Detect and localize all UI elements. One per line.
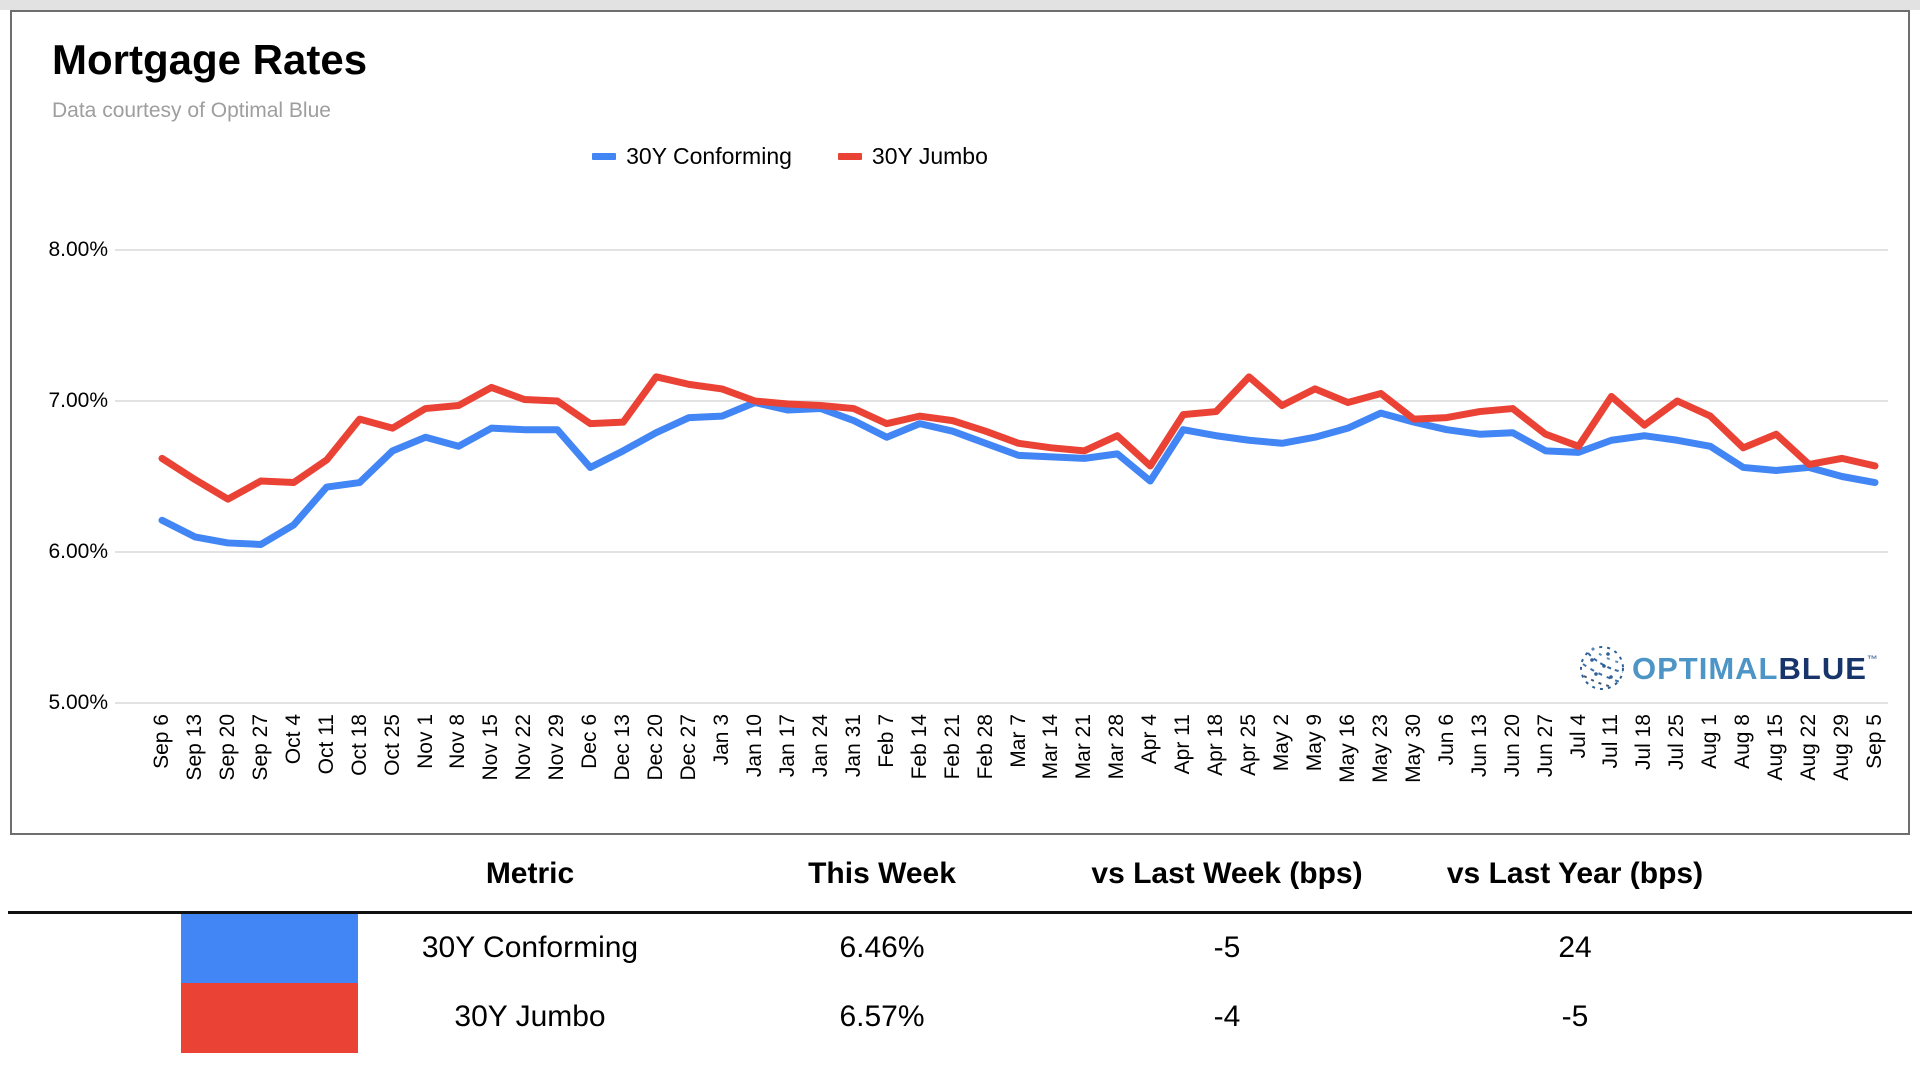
x-axis-tick-label: Apr 25: [1237, 714, 1261, 776]
x-axis-tick-label: Jun 20: [1500, 714, 1524, 778]
x-axis-tick-label: Jul 11: [1599, 714, 1623, 769]
page-title: Mortgage Rates: [52, 36, 368, 83]
x-axis-tick-label: Mar 28: [1105, 714, 1129, 780]
optimal-blue-logo: OPTIMALBLUE™: [1578, 644, 1879, 692]
x-axis-tick-label: Nov 29: [545, 714, 569, 781]
x-axis-tick-label: Oct 25: [380, 714, 404, 776]
y-axis-tick-label: 8.00%: [48, 238, 108, 261]
x-axis-tick-label: Jul 18: [1632, 714, 1656, 771]
x-axis-tick-label: Oct 11: [314, 714, 338, 775]
x-axis-tick-label: May 23: [1368, 714, 1392, 783]
table-row-conforming-vs-last-year: 24: [1558, 931, 1592, 964]
x-axis-tick-label: Mar 7: [1006, 714, 1030, 768]
logo-blue-text: BLUE: [1778, 650, 1867, 686]
x-axis-tick-label: Jun 6: [1434, 714, 1458, 766]
legend-item-conforming: 30Y Conforming: [592, 143, 792, 170]
x-axis-tick-label: Aug 15: [1764, 714, 1788, 781]
jumbo-line-swatch-icon: [837, 153, 862, 160]
x-axis-tick-label: Nov 22: [512, 714, 536, 781]
x-axis-tick-label: May 2: [1270, 714, 1294, 772]
series-line-30y-conforming: [158, 399, 1879, 548]
x-axis-tick-label: Jun 27: [1533, 714, 1557, 778]
table-row-conforming-vs-last-week: -5: [1213, 931, 1241, 964]
optimal-blue-wordmark: OPTIMALBLUE™: [1632, 653, 1879, 684]
x-axis-tick-label: Jul 4: [1566, 714, 1590, 759]
x-axis-tick-label: Aug 8: [1731, 714, 1755, 769]
x-axis-tick-label: Feb 7: [874, 714, 898, 768]
x-axis-tick-label: Nov 15: [479, 714, 503, 781]
table-header-this-week: This Week: [808, 857, 956, 890]
legend-label-conforming: 30Y Conforming: [626, 143, 792, 169]
x-axis-tick-label: Sep 13: [182, 714, 206, 781]
x-axis-tick-label: Mar 14: [1039, 714, 1063, 780]
x-axis-tick-label: Jan 24: [808, 714, 832, 778]
x-axis-tick-label: Jul 25: [1665, 714, 1689, 771]
optimal-blue-globe-icon: [1580, 646, 1624, 690]
x-axis-tick-label: Dec 27: [677, 714, 701, 781]
x-axis-tick-label: May 16: [1335, 714, 1359, 783]
x-axis-tick-label: Jan 17: [775, 714, 799, 778]
y-axis-tick-label: 6.00%: [48, 540, 108, 563]
conforming-color-swatch: [181, 914, 358, 983]
x-axis-tick-label: Oct 4: [281, 714, 305, 765]
legend-item-jumbo: 30Y Jumbo: [837, 143, 988, 170]
logo-optimal-text: OPTIMAL: [1632, 650, 1779, 686]
x-axis-tick-label: Oct 18: [347, 714, 371, 776]
x-axis-tick-label: Mar 21: [1072, 714, 1096, 780]
table-row-jumbo-vs-last-week: -4: [1213, 1000, 1241, 1033]
x-axis-tick-label: Feb 28: [973, 714, 997, 780]
x-axis-tick-label: Aug 22: [1797, 714, 1821, 781]
series-line-30y-jumbo: [158, 373, 1879, 503]
x-axis-tick-label: Jun 13: [1467, 714, 1491, 778]
x-axis-tick-label: Dec 20: [644, 714, 668, 781]
table-divider-line: [8, 911, 1912, 914]
table-row-conforming-this-week: 6.46%: [839, 931, 925, 964]
x-axis-tick-label: Apr 18: [1204, 714, 1228, 776]
x-axis-tick-label: Feb 14: [907, 714, 931, 780]
x-axis-tick-label: Nov 8: [446, 714, 470, 769]
x-axis-tick-label: Jan 3: [710, 714, 734, 766]
y-axis-tick-label: 5.00%: [48, 691, 108, 714]
x-axis-tick-label: Jan 31: [841, 714, 865, 778]
x-axis-tick-label: Aug 29: [1830, 714, 1854, 781]
x-axis-tick-label: Apr 11: [1171, 714, 1195, 775]
x-axis-tick-label: Dec 6: [578, 714, 602, 769]
page-subtitle: Data courtesy of Optimal Blue: [52, 99, 331, 122]
chart-legend: 30Y Conforming 30Y Jumbo: [0, 143, 1580, 170]
x-axis-tick-label: Sep 20: [215, 714, 239, 781]
legend-label-jumbo: 30Y Jumbo: [871, 143, 988, 169]
y-axis-tick-label: 7.00%: [48, 389, 108, 412]
x-axis-tick-label: Sep 5: [1863, 714, 1886, 769]
table-header-metric: Metric: [485, 857, 575, 890]
table-row-jumbo-metric: 30Y Jumbo: [454, 1000, 606, 1033]
x-axis-tick-label: Feb 21: [940, 714, 964, 780]
x-axis-tick-label: Dec 13: [611, 714, 635, 781]
window-top-edge: [0, 0, 1920, 10]
x-axis-tick-label: Jan 10: [742, 714, 766, 778]
x-axis-tick-label: Apr 4: [1138, 714, 1162, 765]
table-row-conforming-metric: 30Y Conforming: [421, 931, 639, 964]
table-row-jumbo-vs-last-year: -5: [1561, 1000, 1589, 1033]
table-header-vs-last-year: vs Last Year (bps): [1446, 857, 1704, 890]
table-row-jumbo-this-week: 6.57%: [839, 1000, 925, 1033]
x-axis-tick-label: Sep 6: [150, 714, 173, 769]
x-axis-tick-label: May 30: [1401, 714, 1425, 783]
x-axis-tick-label: May 9: [1302, 714, 1326, 772]
conforming-line-swatch-icon: [592, 153, 617, 160]
table-header-vs-last-week: vs Last Week (bps): [1091, 857, 1363, 890]
x-axis-tick-label: Aug 1: [1698, 714, 1722, 769]
logo-trademark: ™: [1866, 653, 1879, 666]
x-axis-tick-label: Sep 27: [248, 714, 272, 781]
jumbo-color-swatch: [181, 983, 358, 1053]
x-axis-tick-label: Nov 1: [413, 714, 437, 769]
